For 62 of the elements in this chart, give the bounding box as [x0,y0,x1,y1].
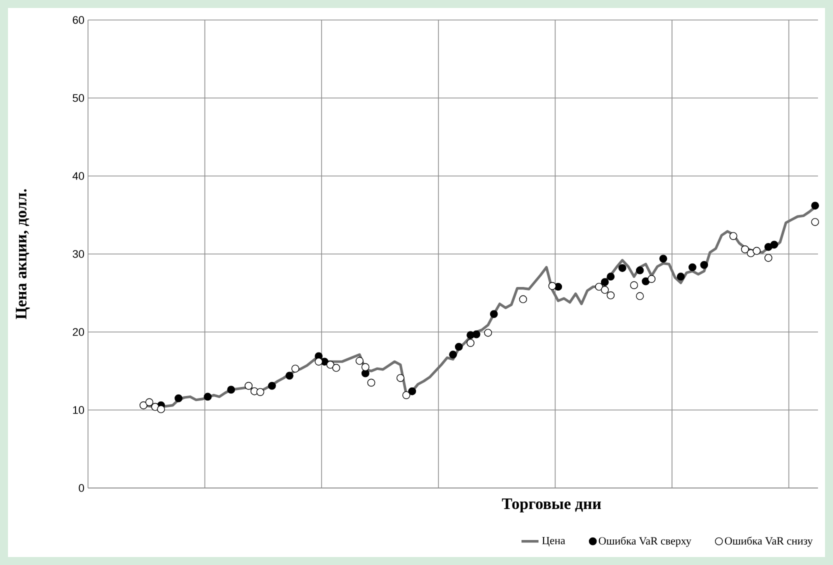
point [490,310,498,318]
y-tick-label: 60 [72,16,84,24]
point [741,245,749,254]
y-tick-label: 40 [72,172,84,180]
point [408,387,416,396]
point [402,391,410,400]
legend-label: Ошибка VaR снизу [724,536,813,547]
y-tick-label: 0 [78,484,84,492]
y-axis-title: Цена акции, долл. [16,189,30,320]
y-tick-label: 10 [73,406,84,414]
point [618,264,626,272]
point [256,388,264,396]
point [326,360,334,369]
point [595,282,603,291]
point [268,382,276,390]
point [600,286,609,294]
point [700,260,708,269]
point [361,363,370,372]
point [659,254,668,263]
point [688,263,696,272]
point [367,378,376,387]
point [454,342,463,351]
legend-label: Ошибка VaR сверху [598,536,692,547]
legend-label: Цена [542,536,566,546]
y-tick-label: 50 [72,94,84,102]
point [752,246,761,255]
point [636,266,644,274]
point [764,254,772,262]
point [466,338,474,347]
point [472,330,480,338]
y-tick-label: 20 [72,328,84,336]
point [332,364,340,372]
point [548,282,556,290]
point [244,382,253,390]
point [606,272,615,281]
point [145,398,154,406]
point [764,243,772,251]
point [600,278,609,286]
point [286,372,294,380]
point [648,275,656,283]
point [811,202,820,210]
point [484,328,492,337]
y-tick-label: 30 [72,250,84,258]
point [449,350,457,359]
point [519,295,528,304]
point [729,232,738,240]
point [291,364,300,373]
point [770,240,778,249]
point [811,218,820,226]
point [140,401,148,410]
point [630,281,638,290]
point [606,291,615,300]
x-axis-title: Торговые дни [502,498,601,512]
point [314,358,323,366]
point [676,272,685,281]
point [174,394,182,402]
point [356,356,364,365]
point [396,374,404,382]
point [157,405,165,414]
point [204,392,212,401]
point [227,386,236,394]
point [636,292,644,300]
